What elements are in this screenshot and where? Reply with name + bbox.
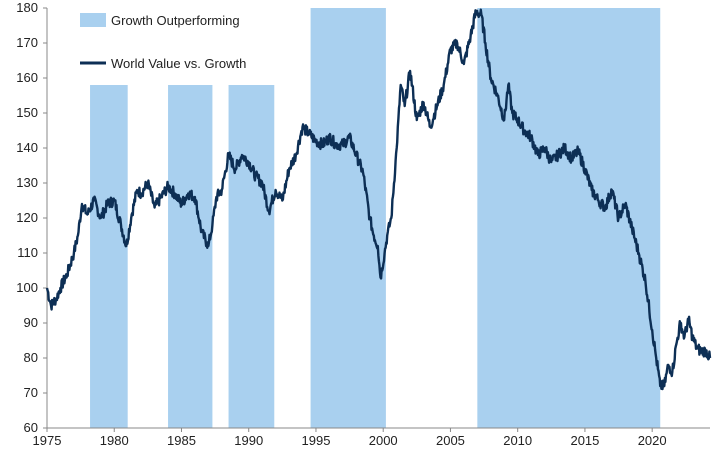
series-lines: [45, 8, 712, 391]
legend-line-label: World Value vs. Growth: [111, 56, 246, 71]
x-tick-label: 2005: [436, 433, 465, 448]
y-tick-label: 180: [16, 0, 38, 15]
x-tick-label: 2010: [503, 433, 532, 448]
shaded-periods: [90, 8, 661, 428]
x-tick-label: 2020: [638, 433, 667, 448]
y-tick-label: 130: [16, 175, 38, 190]
y-tick-labels: 60 70 80 90 100 110 120 130 140 150 160 170 180: [16, 0, 47, 435]
y-tick-label: 170: [16, 35, 38, 50]
shaded-period-4: [310, 8, 386, 428]
y-tick-label: 120: [16, 210, 38, 225]
y-tick-label: 160: [16, 70, 38, 85]
shaded-period-2: [168, 85, 213, 428]
y-tick-label: 100: [16, 280, 38, 295]
y-tick-label: 140: [16, 140, 38, 155]
shaded-period-3: [228, 85, 275, 428]
y-tick-label: 80: [24, 350, 38, 365]
x-tick-labels: 1975 1980 1985 1990 1995 2000 2005 2010 2015 2020: [33, 428, 667, 448]
x-tick-label: 1975: [33, 433, 62, 448]
legend: Growth Outperforming World Value vs. Gro…: [80, 13, 246, 71]
shaded-period-1: [90, 85, 128, 428]
x-tick-label: 1980: [100, 433, 129, 448]
legend-shade-label: Growth Outperforming: [111, 13, 240, 28]
x-tick-label: 1985: [167, 433, 196, 448]
x-tick-label: 2000: [369, 433, 398, 448]
y-tick-label: 70: [24, 385, 38, 400]
x-tick-label: 1995: [302, 433, 331, 448]
y-tick-label: 60: [24, 420, 38, 435]
y-tick-label: 110: [17, 245, 38, 260]
shaded-period-5: [477, 8, 661, 428]
series-line-1: [45, 8, 712, 391]
x-tick-label: 2015: [570, 433, 599, 448]
y-tick-label: 150: [16, 105, 38, 120]
legend-shade-swatch: [80, 13, 106, 27]
x-tick-label: 1990: [234, 433, 263, 448]
y-tick-label: 90: [24, 315, 38, 330]
